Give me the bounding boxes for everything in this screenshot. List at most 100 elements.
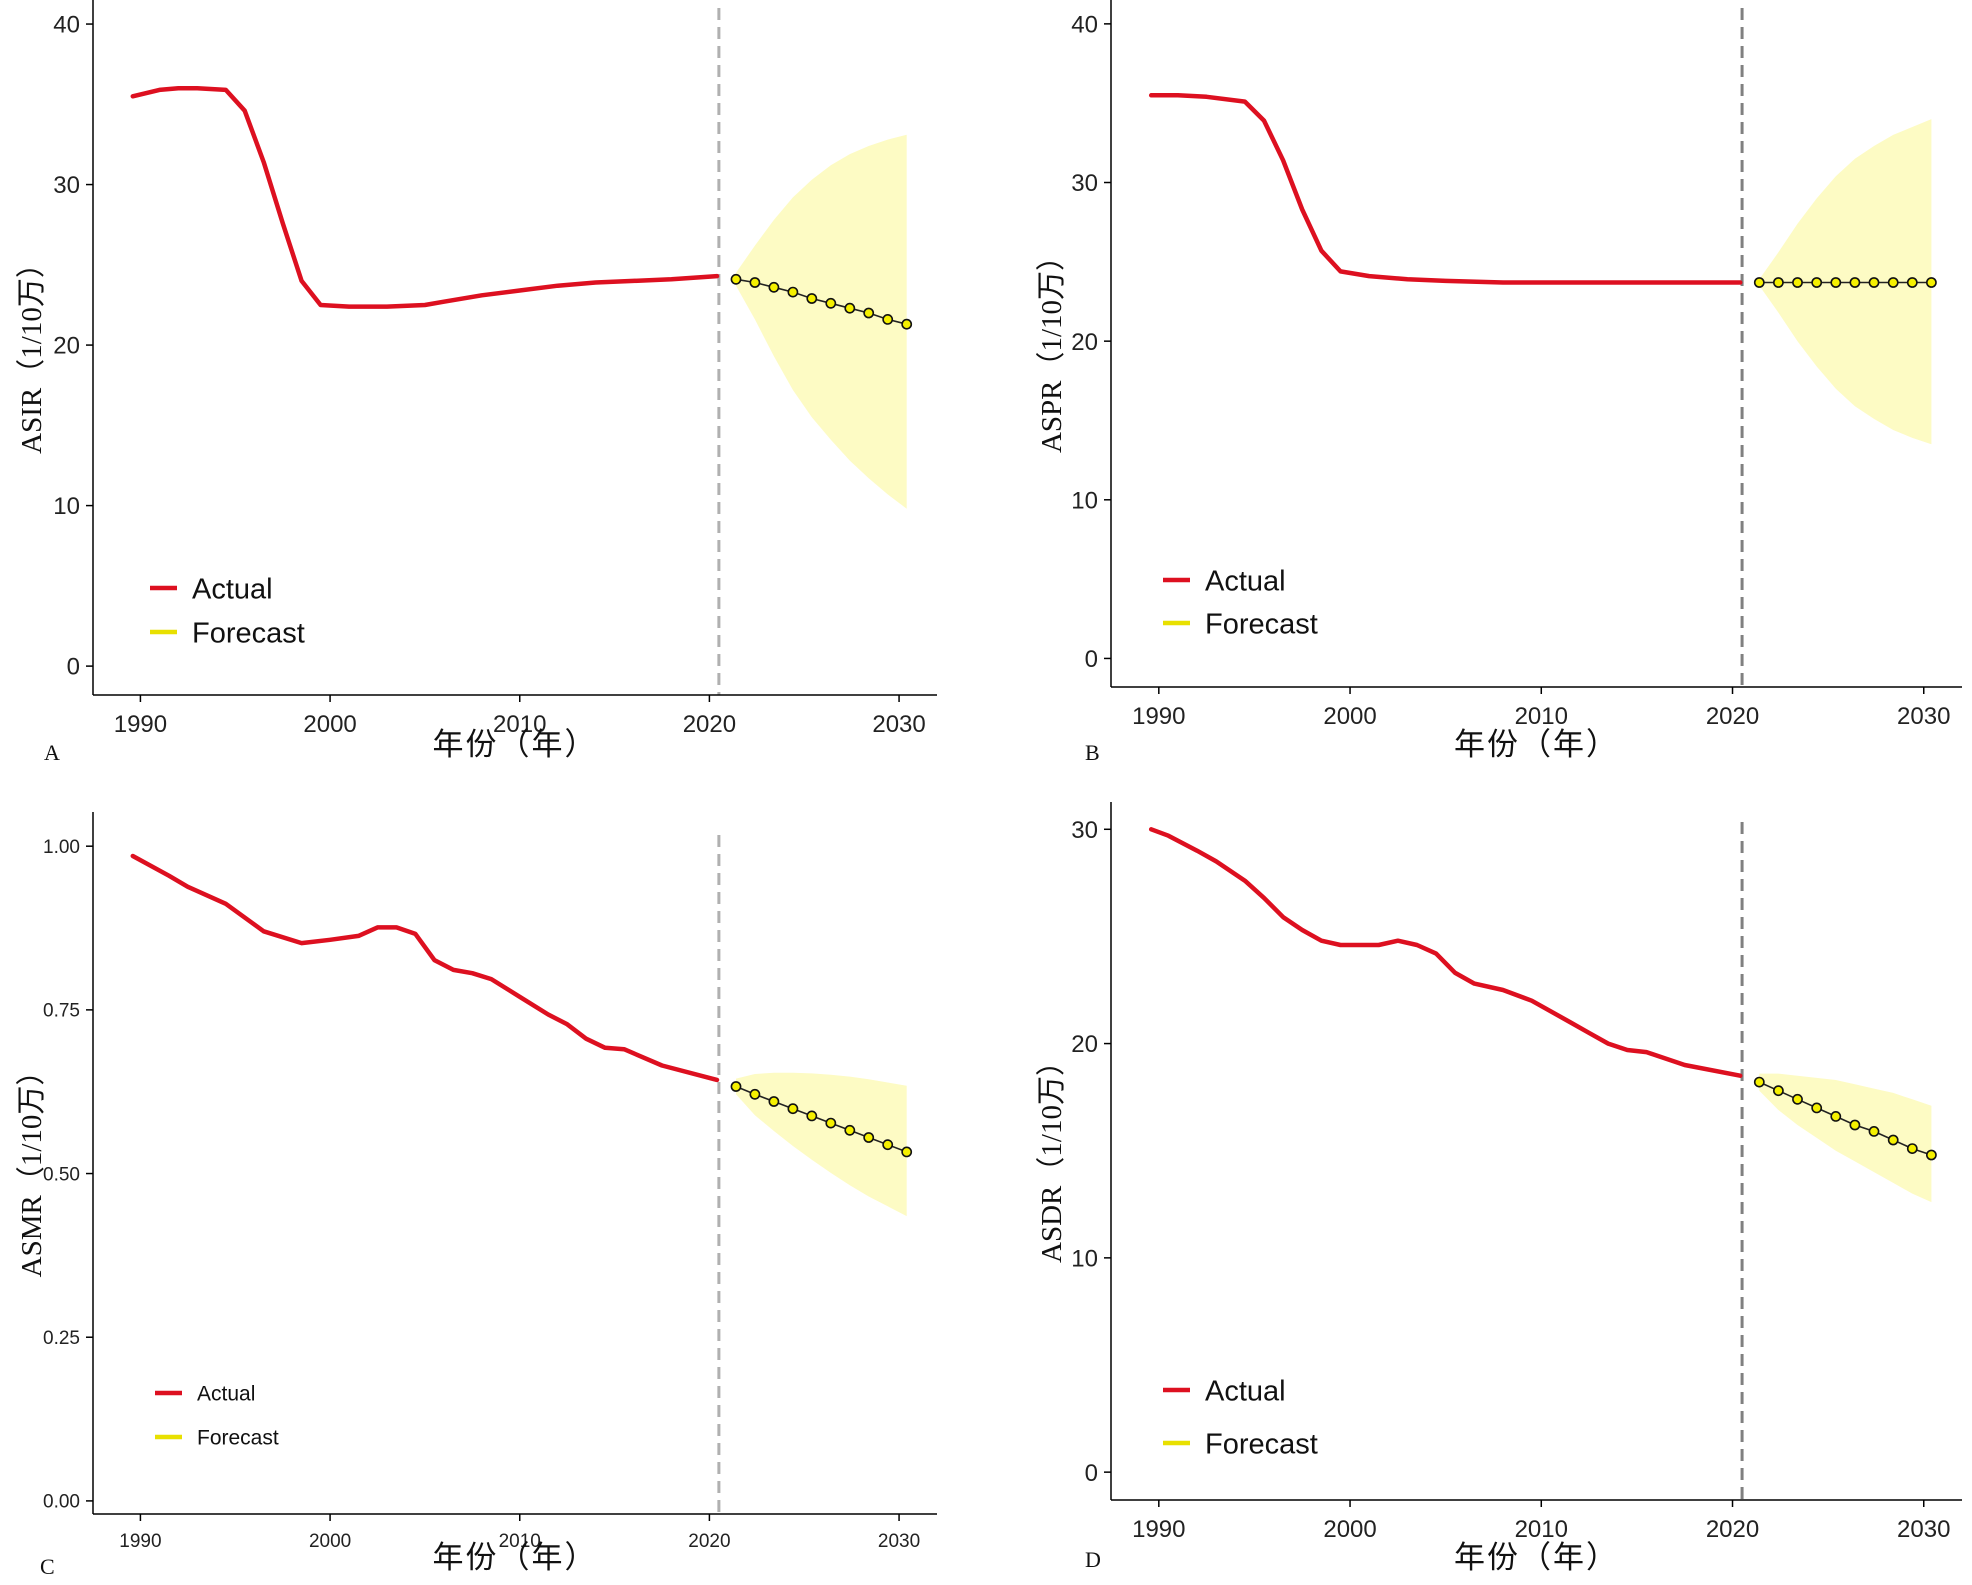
forecast-point [1811,1102,1823,1114]
x-tick-label: 1990 [119,1531,161,1552]
forecast-series-line [735,278,907,325]
x-axis-title: 年份（年） [1454,1540,1619,1575]
x-tick-label: 2000 [303,711,356,738]
panel-b: 1990 2000 2010 2020 2030010203040ActualForec… [1036,0,1962,765]
x-tick-label: 1990 [1132,703,1185,730]
x-tick-label: 2020 [1706,703,1759,730]
legend-forecast-label: Forecast [192,617,305,649]
forecast-point [844,1124,856,1136]
y-tick-label: 0.00 [43,1492,80,1513]
forecast-point [1926,277,1937,288]
x-tick-label: 1990 [114,711,167,738]
forecast-point [1926,1149,1937,1161]
forecast-point [863,307,875,319]
x-axis-title: 年份（年） [1454,727,1619,762]
forecast-point [1830,1111,1842,1122]
y-axis-title: ASDR（1/10万） [1036,1047,1068,1263]
forecast-point [1906,1143,1918,1154]
x-tick-label: 2010 [1515,1516,1568,1543]
panel-label: A [44,740,60,765]
y-tick-label: 0.25 [43,1328,80,1349]
forecast-series-line [735,1085,907,1153]
panel-d: 1990 2000 2010 2020 20300102030ActualForecas… [1036,802,1962,1575]
forecast-point [768,281,780,293]
y-axis-title: ASMR（1/10万） [16,1057,48,1278]
forecast-point [863,1132,875,1143]
x-tick-label: 2010 [1515,703,1568,730]
actual-series-line [1148,93,1743,285]
forecast-point [787,1103,799,1115]
forecast-point [1849,277,1861,288]
y-tick-label: 30 [1071,170,1098,197]
forecast-point [825,1117,837,1129]
x-tick-label: 2020 [683,711,736,738]
forecast-point [768,1096,780,1107]
y-tick-label: 0 [1085,1460,1098,1487]
y-tick-label: 40 [1071,12,1098,39]
forecast-point [1887,277,1899,288]
forecast-point [1792,1093,1803,1105]
y-tick-label: 30 [1071,817,1098,844]
forecast-point [730,273,742,285]
y-tick-label: 0.75 [43,1001,80,1022]
actual-series-line [1148,827,1743,1078]
forecast-point [1887,1134,1899,1146]
forecast-point [1830,277,1842,288]
y-axis-title: ASPR（1/10万） [1036,242,1068,453]
forecast-point [806,1110,818,1122]
panel-a: 1990 2000 2010 2020 2030010203040ActualForec… [16,0,937,765]
forecast-confidence-band [1759,1073,1932,1203]
x-axis-title: 年份（年） [433,1540,598,1575]
y-tick-label: 10 [53,493,80,520]
forecast-confidence-band [736,1072,907,1217]
legend-forecast-label: Forecast [1205,1428,1318,1460]
legend-actual-label: Actual [1205,1375,1286,1407]
forecast-point [844,302,856,314]
panel-label: B [1085,740,1100,765]
forecast-point [882,1139,894,1151]
forecast-point [787,286,799,298]
forecast-point [1753,1076,1765,1088]
forecast-point [749,277,761,288]
legend-actual-label: Actual [197,1383,255,1406]
x-tick-label: 2020 [1706,1516,1759,1543]
panel-label: C [40,1554,55,1579]
y-tick-label: 20 [1071,329,1098,356]
y-tick-label: 10 [1071,487,1098,514]
y-axis-title: ASIR（1/10万） [16,249,48,454]
forecast-confidence-band [1759,119,1932,445]
panel-c: 1990 2000 2010 2020 2030 0.00 0.25 0.50 0.75 1.00… [16,812,937,1579]
forecast-point [1906,277,1918,288]
forecast-point [1811,277,1823,288]
forecast-point [882,313,894,325]
x-tick-label: 2030 [1897,703,1950,730]
x-tick-label: 2000 [1323,703,1376,730]
forecast-point [901,318,913,330]
forecast-point [730,1081,742,1092]
legend-actual-label: Actual [192,573,273,605]
y-tick-label: 1.00 [43,837,80,858]
forecast-point [1773,277,1784,288]
forecast-series-line [1758,1081,1932,1156]
actual-series-line [130,86,720,309]
y-tick-label: 0 [1085,646,1098,673]
x-tick-label: 1990 [1132,1516,1185,1543]
x-tick-label: 2000 [1323,1516,1376,1543]
forecast-point [901,1146,913,1158]
forecast-point [1849,1119,1861,1131]
x-tick-label: 2030 [878,1531,920,1552]
forecast-point [1868,277,1880,288]
y-tick-label: 0.50 [43,1164,80,1185]
legend-actual-label: Actual [1205,565,1286,597]
y-tick-label: 20 [53,333,80,360]
y-tick-label: 30 [53,172,80,199]
x-tick-label: 2010 [493,711,546,738]
x-tick-label: 2030 [872,711,925,738]
y-tick-label: 10 [1071,1245,1098,1272]
y-tick-label: 0 [67,654,80,681]
forecast-confidence-band [736,134,907,509]
forecast-point [806,293,818,304]
forecast-point [749,1088,761,1100]
x-tick-label: 2000 [309,1531,351,1552]
